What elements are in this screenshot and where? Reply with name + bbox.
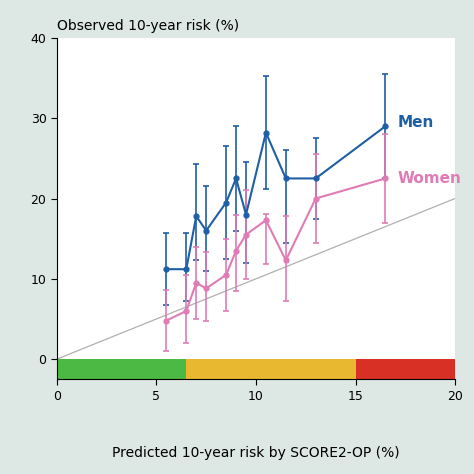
Text: Observed 10-year risk (%): Observed 10-year risk (%) [57,18,239,33]
Text: Women: Women [397,171,461,186]
Text: Predicted 10-year risk by SCORE2-OP (%): Predicted 10-year risk by SCORE2-OP (%) [112,446,400,460]
Text: Men: Men [397,115,434,130]
